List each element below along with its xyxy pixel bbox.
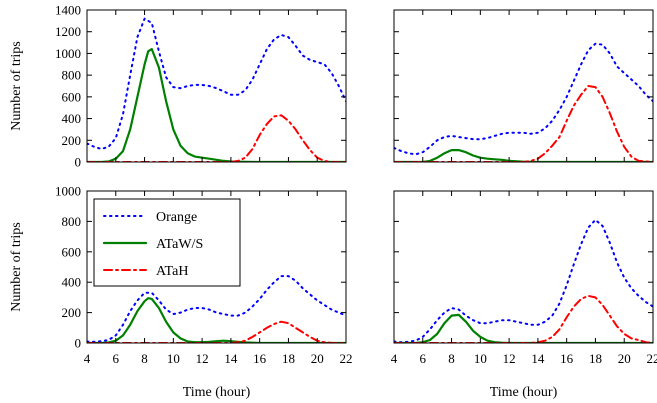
x-tick-label: 4 [84,351,91,366]
series-group [394,42,653,162]
y-tick-label: 1000 [55,46,81,61]
y-axis-label: Number of trips [9,222,24,311]
x-tick-label: 6 [113,351,120,366]
series-group [87,17,346,162]
series-group [394,218,653,343]
plot-frame [86,9,347,163]
panel-bottom-right: 4 6 8 10 12 14 16 18 20 22 Time (hour) [391,190,657,400]
x-tick-label: 10 [474,351,487,366]
series-line-orange [394,218,653,343]
panel-top-left: 0 200 400 600 800 1000 1200 1400 Number of trips [9,3,347,170]
y-tick-label: 1400 [55,3,81,18]
series-line-atah [87,114,346,162]
legend-label: ATaW/S [156,237,203,252]
legend: Orange ATaW/S ATaH [93,198,241,287]
y-tick-label: 800 [62,68,82,83]
x-tick-label: 4 [391,351,398,366]
series-line-orange [87,17,346,150]
legend-item-ataw-s: ATaW/S [102,237,203,252]
plot-frame [86,190,347,344]
x-tick-label: 22 [647,351,657,366]
x-tick-label: 16 [560,351,574,366]
x-tick-label: 22 [340,351,353,366]
legend-item-atah: ATaH [103,264,188,279]
legend-item-orange: Orange [103,210,197,225]
series-line-atah [394,85,653,162]
panel-top-right [393,9,654,163]
x-axis-label: Time (hour) [490,385,558,400]
y-tick-label: 200 [62,133,82,148]
x-tick-label: 20 [618,351,631,366]
x-tick-label: 14 [224,351,238,366]
x-tick-label: 12 [503,351,516,366]
y-tick-label: 0 [75,336,82,351]
x-tick-label: 8 [141,351,148,366]
series-line-ataw-s [394,149,653,162]
y-tick-label: 400 [62,275,82,290]
x-tick-label: 18 [282,351,295,366]
panel-bottom-left: 4 6 8 10 12 14 16 18 20 22 0 200 400 600 800 1000 Number… [9,184,353,401]
x-tick-label: 18 [589,351,602,366]
x-tick-label: 12 [196,351,209,366]
y-tick-label: 400 [62,111,82,126]
legend-label: Orange [156,210,197,225]
x-axis-label: Time (hour) [183,385,251,400]
series-line-ataw-s [394,313,653,343]
plot-frame [393,9,654,163]
series-line-orange [394,42,653,156]
x-tick-label: 8 [448,351,455,366]
series-group [87,275,346,343]
y-tick-label: 0 [75,155,82,170]
x-tick-label: 10 [167,351,180,366]
y-tick-label: 1000 [55,184,81,199]
x-tick-label: 16 [253,351,267,366]
y-tick-label: 600 [62,244,82,259]
x-tick-label: 20 [311,351,324,366]
series-line-atah [394,294,653,343]
legend-label: ATaH [156,264,188,279]
y-tick-label: 200 [62,305,82,320]
y-axis-label: Number of trips [9,41,24,130]
x-tick-label: 14 [531,351,545,366]
x-tick-label: 6 [420,351,427,366]
y-tick-label: 600 [62,89,82,104]
series-line-atah [87,320,346,343]
y-tick-label: 800 [62,214,82,229]
series-line-orange [87,275,346,343]
plot-frame [393,190,654,344]
y-tick-label: 1200 [55,24,81,39]
